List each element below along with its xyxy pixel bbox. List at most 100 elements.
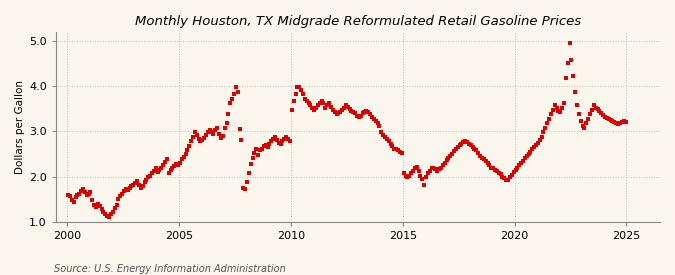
Point	[315, 101, 325, 106]
Point	[514, 163, 524, 167]
Point	[109, 206, 120, 210]
Point	[191, 133, 202, 137]
Point	[583, 117, 593, 121]
Point	[344, 106, 355, 111]
Point	[102, 214, 113, 219]
Point	[81, 192, 92, 197]
Point	[117, 191, 128, 196]
Point	[393, 148, 404, 153]
Point	[290, 92, 301, 97]
Point	[212, 125, 223, 130]
Point	[609, 120, 620, 125]
Point	[259, 144, 269, 148]
Point	[518, 158, 529, 163]
Point	[320, 106, 331, 110]
Point	[433, 167, 444, 172]
Point	[90, 205, 101, 210]
Point	[484, 163, 495, 167]
Point	[158, 163, 169, 167]
Point	[151, 166, 161, 170]
Point	[184, 144, 194, 148]
Point	[374, 124, 385, 128]
Point	[415, 174, 426, 178]
Point	[70, 195, 81, 199]
Point	[173, 163, 184, 167]
Point	[264, 142, 275, 146]
Point	[378, 133, 389, 137]
Point	[428, 165, 439, 170]
Point	[364, 112, 375, 116]
Point	[111, 202, 122, 207]
Point	[469, 146, 480, 151]
Point	[83, 191, 94, 196]
Point	[449, 149, 460, 153]
Point	[122, 188, 133, 192]
Point	[381, 137, 392, 142]
Point	[389, 146, 400, 151]
Point	[230, 85, 241, 89]
Point	[152, 170, 163, 174]
Point	[475, 153, 485, 158]
Point	[598, 113, 609, 117]
Point	[327, 108, 338, 112]
Point	[256, 146, 267, 151]
Point	[197, 138, 208, 143]
Point	[200, 133, 211, 137]
Point	[369, 117, 379, 121]
Point	[418, 183, 429, 187]
Point	[92, 202, 103, 206]
Point	[383, 139, 394, 144]
Point	[363, 110, 374, 115]
Point	[465, 143, 476, 147]
Point	[335, 110, 346, 115]
Point	[208, 131, 219, 136]
Point	[322, 103, 333, 107]
Point	[536, 134, 547, 139]
Point	[156, 165, 167, 170]
Point	[244, 171, 254, 175]
Point	[379, 134, 390, 139]
Point	[217, 134, 228, 138]
Point	[165, 168, 176, 172]
Point	[318, 101, 329, 106]
Point	[560, 76, 571, 80]
Point	[516, 161, 526, 165]
Point	[599, 115, 610, 119]
Point	[443, 156, 454, 161]
Point	[467, 145, 478, 149]
Point	[214, 131, 225, 136]
Point	[479, 157, 489, 162]
Point	[508, 170, 519, 174]
Point	[585, 112, 595, 116]
Point	[400, 174, 411, 178]
Point	[190, 130, 200, 134]
Point	[481, 158, 491, 163]
Point	[579, 125, 590, 130]
Point	[308, 108, 319, 112]
Point	[130, 181, 140, 186]
Point	[63, 192, 74, 197]
Point	[89, 203, 100, 207]
Point	[503, 178, 514, 182]
Point	[115, 193, 126, 198]
Point	[98, 210, 109, 214]
Point	[445, 153, 456, 158]
Point	[613, 122, 624, 126]
Text: Source: U.S. Energy Information Administration: Source: U.S. Energy Information Administ…	[54, 264, 286, 274]
Point	[551, 106, 562, 110]
Point	[553, 108, 564, 113]
Point	[464, 142, 475, 146]
Point	[281, 134, 292, 139]
Point	[144, 174, 155, 178]
Point	[139, 180, 150, 184]
Point	[225, 101, 236, 106]
Point	[303, 101, 314, 106]
Point	[262, 145, 273, 149]
Point	[497, 174, 508, 179]
Point	[120, 187, 131, 191]
Point	[404, 174, 414, 178]
Point	[367, 115, 377, 119]
Point	[66, 198, 77, 202]
Point	[357, 111, 368, 116]
Point	[527, 147, 538, 152]
